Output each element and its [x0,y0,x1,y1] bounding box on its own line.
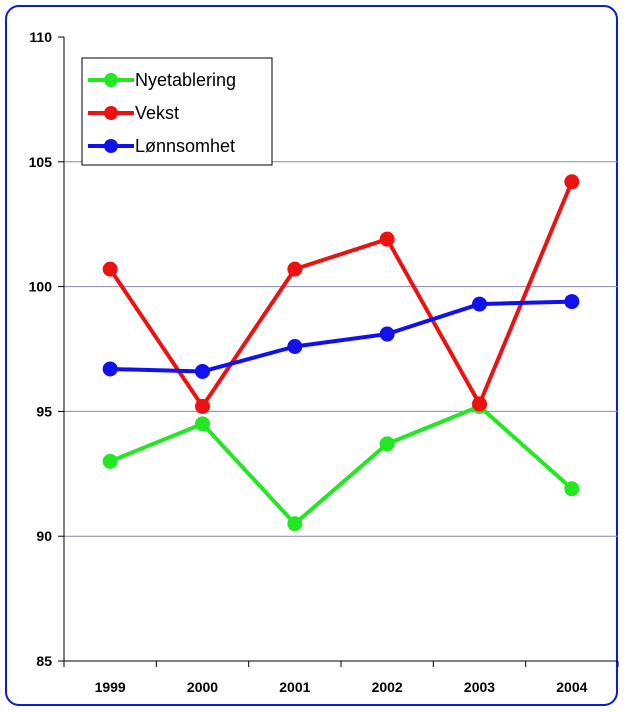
data-point [287,261,303,277]
y-tick-label: 85 [36,653,52,669]
data-point [472,296,487,312]
legend-marker [104,73,118,87]
data-point [564,294,580,310]
data-point [287,339,303,355]
legend-marker [104,106,118,120]
y-tick-label: 90 [36,528,52,544]
data-point [564,481,580,497]
legend-label: Lønnsomhet [135,136,235,156]
data-point [379,326,395,342]
data-point [102,361,118,377]
data-point [287,516,303,532]
data-point [379,436,395,452]
data-point [195,363,210,379]
y-tick-label: 100 [29,279,53,295]
series-line [108,181,574,409]
x-tick-label: 1999 [95,679,126,695]
series [102,174,580,532]
data-point [102,261,118,277]
data-point [379,231,395,247]
data-point [102,453,118,469]
data-point [564,174,580,190]
x-tick-label: 2003 [464,679,495,695]
series-line [109,404,574,526]
x-tick-label: 2002 [372,679,403,695]
data-point [195,398,210,414]
data-point [195,416,210,432]
axes: 85 90 95 100 105 110 1999 2000 2001 2002 2003 2004 [29,29,619,695]
x-tick-label: 2004 [556,679,587,695]
y-tick-label: 95 [36,403,52,419]
legend-label: Nyetablering [135,70,236,90]
y-tick-label: 110 [29,29,52,45]
legend-marker [104,139,118,153]
gridlines [64,161,618,537]
data-point [472,396,487,412]
y-tick-label: 105 [29,154,53,170]
x-tick-label: 2001 [279,679,310,695]
x-tick-label: 2000 [187,679,218,695]
legend: Nyetablering Vekst Lønnsomhet [81,57,273,166]
legend-label: Vekst [135,103,179,123]
series-line [110,299,572,374]
